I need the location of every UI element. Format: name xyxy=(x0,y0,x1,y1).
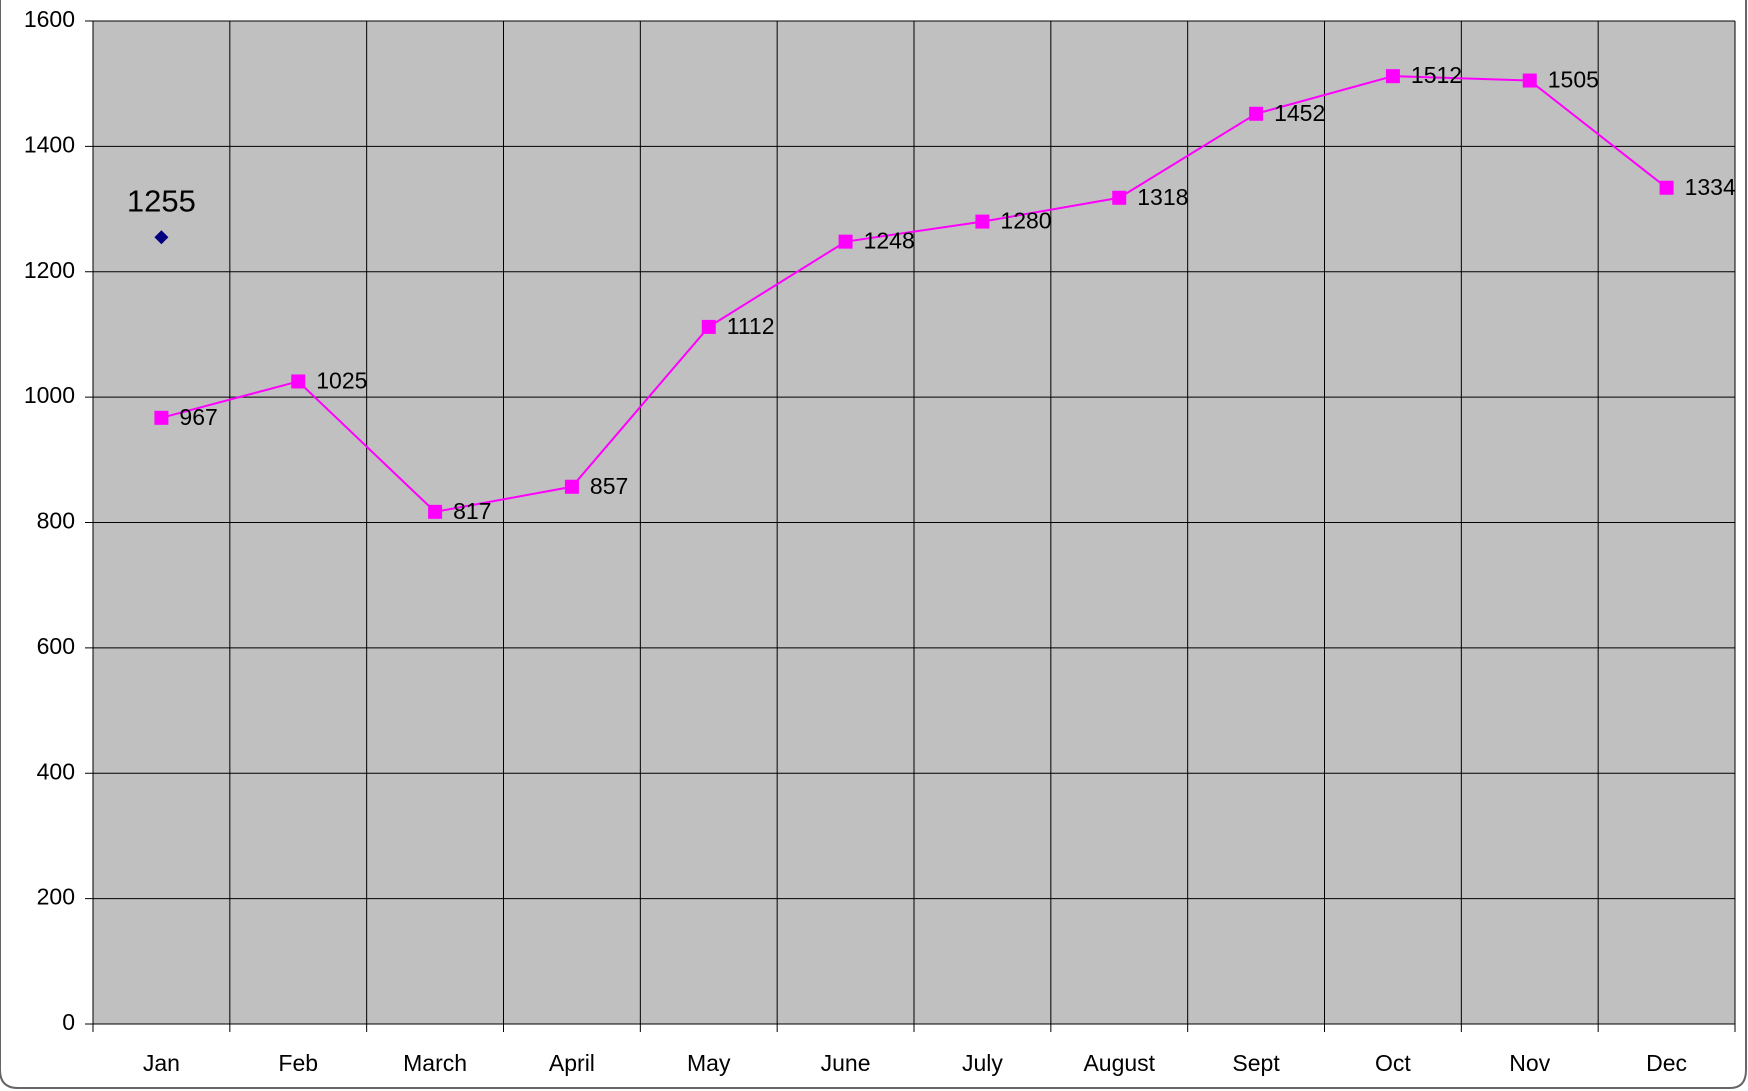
x-tick-label: Feb xyxy=(278,1050,318,1076)
point-marker xyxy=(154,410,169,425)
data-label: 1318 xyxy=(1137,184,1188,210)
y-tick-label: 1200 xyxy=(24,257,75,283)
data-label: 857 xyxy=(590,473,628,499)
y-tick-label: 1600 xyxy=(24,6,75,32)
point-marker xyxy=(291,374,306,389)
x-tick-label: May xyxy=(687,1050,731,1076)
point-marker xyxy=(701,319,716,334)
data-label: 817 xyxy=(453,498,491,524)
y-tick-label: 0 xyxy=(62,1009,75,1035)
point-marker xyxy=(975,214,990,229)
data-label: 1248 xyxy=(864,228,915,254)
y-tick-label: 200 xyxy=(37,884,75,910)
x-tick-label: Nov xyxy=(1509,1050,1550,1076)
x-tick-label: April xyxy=(549,1050,595,1076)
x-tick-label: June xyxy=(821,1050,871,1076)
data-label: 1505 xyxy=(1548,67,1599,93)
y-tick-label: 1400 xyxy=(24,131,75,157)
point-marker xyxy=(428,504,443,519)
point-marker xyxy=(154,230,169,245)
point-marker xyxy=(1659,180,1674,195)
data-label: 1280 xyxy=(1000,208,1051,234)
x-tick-label: March xyxy=(403,1050,467,1076)
data-label: 1512 xyxy=(1411,62,1462,88)
x-tick-label: Oct xyxy=(1375,1050,1411,1076)
point-marker xyxy=(1385,69,1400,84)
point-marker xyxy=(1249,106,1264,121)
x-tick-label: Dec xyxy=(1646,1050,1687,1076)
x-tick-label: July xyxy=(962,1050,1003,1076)
y-tick-label: 400 xyxy=(37,758,75,784)
data-label: 1452 xyxy=(1274,100,1325,126)
series-line xyxy=(161,75,1668,513)
data-label: 967 xyxy=(179,404,217,430)
data-label: 1112 xyxy=(727,313,775,339)
point-marker xyxy=(564,479,579,494)
point-marker xyxy=(838,234,853,249)
data-label: 1334 xyxy=(1685,174,1736,200)
x-tick-label: Sept xyxy=(1232,1050,1280,1076)
y-tick-label: 1000 xyxy=(24,382,75,408)
point-marker xyxy=(1522,73,1537,88)
data-label: 1025 xyxy=(316,368,367,394)
x-tick-label: Jan xyxy=(143,1050,180,1076)
y-tick-label: 800 xyxy=(37,508,75,534)
point-marker xyxy=(1112,190,1127,205)
y-tick-label: 600 xyxy=(37,633,75,659)
data-label: 1255 xyxy=(127,183,196,218)
x-tick-label: August xyxy=(1083,1050,1155,1076)
